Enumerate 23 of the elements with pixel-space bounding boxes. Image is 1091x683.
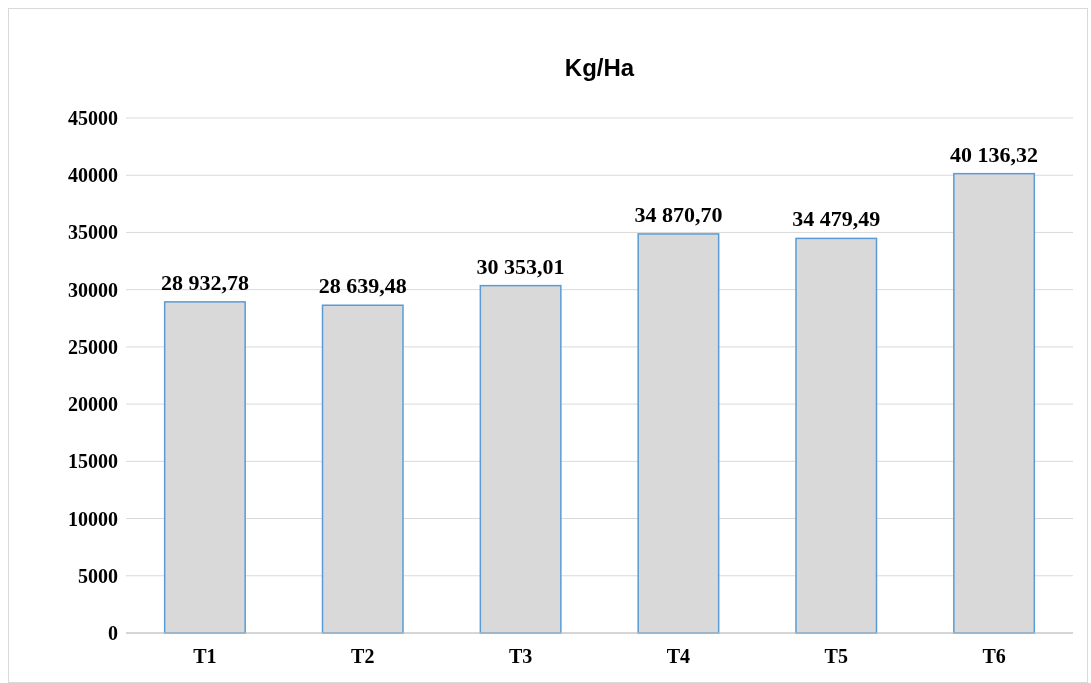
data-label: 34 870,70 xyxy=(634,201,723,227)
y-tick-label: 30000 xyxy=(68,278,118,301)
y-tick-label: 20000 xyxy=(68,393,118,416)
y-tick-label: 25000 xyxy=(68,335,118,358)
data-label: 28 639,48 xyxy=(318,273,407,299)
data-label: 34 479,49 xyxy=(792,206,881,232)
chart-title: Kg/Ha xyxy=(564,54,635,81)
y-tick-label: 5000 xyxy=(78,564,118,587)
data-label: 30 353,01 xyxy=(476,253,565,279)
y-tick-label: 15000 xyxy=(68,450,118,473)
y-tick-label: 0 xyxy=(108,622,118,644)
y-tick-label: 10000 xyxy=(68,507,118,530)
y-tick-label: 40000 xyxy=(68,164,118,187)
x-tick-label: T4 xyxy=(666,645,691,667)
data-label: 40 136,32 xyxy=(950,141,1039,167)
data-label: 28 932,78 xyxy=(160,269,249,295)
x-tick-label: T6 xyxy=(982,645,1006,667)
x-tick-label: T3 xyxy=(508,645,533,667)
x-tick-label: T1 xyxy=(193,645,217,667)
y-tick-label: 45000 xyxy=(68,107,118,129)
x-tick-label: T2 xyxy=(351,645,375,667)
x-tick-label: T5 xyxy=(824,645,848,667)
y-tick-label: 35000 xyxy=(68,221,118,244)
